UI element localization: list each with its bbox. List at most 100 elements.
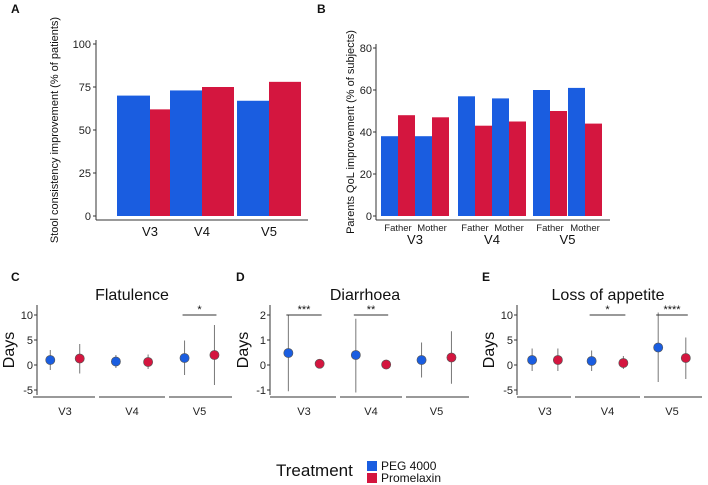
x-category-label: V5: [193, 406, 206, 418]
y-tick-label: -5: [503, 385, 513, 397]
panel-d: D Diarrhoea -1 0 1 2 Days V3 *** V4 ** V5: [235, 270, 469, 418]
x-subcategory-label: Mother: [570, 223, 600, 234]
significance-label: *: [197, 304, 202, 316]
x-category-label: V4: [364, 406, 377, 418]
y-tick-label: 0: [366, 211, 372, 223]
y-tick-label: 0: [507, 360, 513, 372]
y-axis-title: Days: [481, 332, 498, 368]
bar-v5-promelaxin: [269, 81, 301, 216]
y-tick-label: 5: [27, 335, 33, 347]
point-v4-peg: [350, 350, 361, 360]
panel-label: C: [11, 270, 20, 284]
y-tick-label: 40: [360, 127, 372, 139]
x-category-label: V3: [407, 232, 423, 247]
point-v4-promelaxin: [618, 358, 629, 368]
bar-v4-mother-promelaxin: [509, 121, 526, 216]
point-v3-promelaxin: [314, 358, 325, 369]
bar-v5-peg: [237, 100, 269, 216]
bar-v5-mother-promelaxin: [585, 123, 602, 216]
y-tick-label: 1: [260, 335, 266, 347]
panel-label: E: [482, 270, 490, 284]
y-tick-label: 100: [73, 39, 91, 51]
y-tick-label: -5: [23, 385, 33, 397]
y-tick-label: 0: [260, 360, 266, 372]
x-category-label: V5: [430, 406, 443, 418]
legend-label-promelaxin: Promelaxin: [381, 471, 441, 485]
significance-label: *: [605, 304, 610, 316]
x-category-label: V4: [484, 232, 500, 247]
bar-v3-father-promelaxin: [398, 115, 415, 216]
y-tick-label: -1: [256, 385, 266, 397]
legend: Treatment PEG 4000 Promelaxin: [276, 459, 441, 485]
panel-label: A: [11, 2, 20, 16]
point-v4-peg: [111, 356, 121, 367]
y-tick-label: 50: [79, 125, 91, 137]
significance-label: **: [367, 304, 376, 316]
x-subcategory-label: Mother: [494, 223, 524, 234]
panel-title: Loss of appetite: [552, 287, 665, 304]
y-tick-label: 80: [360, 43, 372, 55]
point-v4-peg: [586, 356, 597, 366]
point-v5-promelaxin: [209, 350, 220, 360]
y-tick-label: 60: [360, 85, 372, 97]
panel-title: Flatulence: [95, 287, 169, 304]
bar-v3-peg: [117, 95, 150, 216]
legend-title: Treatment: [276, 461, 353, 480]
significance-label: ***: [298, 304, 312, 316]
x-category-label: V3: [142, 224, 158, 239]
point-v3-peg: [45, 355, 56, 365]
point-v5-promelaxin: [680, 353, 691, 363]
bar-v4-father-peg: [458, 96, 475, 216]
y-tick-label: 10: [501, 310, 513, 322]
y-tick-label: 2: [260, 310, 266, 322]
point-v4-promelaxin: [381, 359, 392, 370]
bar-v4-mother-peg: [492, 98, 509, 216]
x-category-label: V3: [297, 406, 310, 418]
y-axis-title: Days: [235, 332, 252, 368]
legend-label-peg: PEG 4000: [381, 459, 437, 473]
y-axis-title: Parents QoL improvement (% of subjects): [345, 30, 357, 234]
bar-v4-father-promelaxin: [475, 125, 492, 216]
x-subcategory-label: Father: [536, 223, 563, 234]
point-v5-peg: [179, 353, 190, 363]
y-tick-label: 25: [79, 168, 91, 180]
panel-title: Diarrhoea: [330, 287, 400, 304]
bar-v3-mother-promelaxin: [432, 117, 449, 216]
y-tick-label: 75: [79, 82, 91, 94]
legend-swatch-promelaxin: [367, 473, 377, 483]
point-v3-peg: [527, 355, 538, 365]
y-tick-label: 0: [27, 360, 33, 372]
point-v3-promelaxin: [74, 353, 85, 364]
significance-label: ****: [663, 304, 681, 316]
x-category-label: V4: [125, 406, 138, 418]
x-category-label: V5: [261, 224, 277, 239]
y-axis-title: Stool consistency improvement (% of pati…: [49, 17, 61, 243]
x-category-label: V3: [538, 406, 551, 418]
point-v5-promelaxin: [446, 352, 457, 363]
bar-v5-father-peg: [533, 90, 550, 216]
bar-v3-father-peg: [381, 136, 398, 216]
panel-a: A 0 25 50 75 100 Stool consistency improvement…: [11, 2, 308, 243]
point-v4-promelaxin: [143, 357, 153, 367]
point-v5-peg: [653, 342, 664, 353]
y-tick-label: 20: [360, 169, 372, 181]
x-category-label: V4: [601, 406, 614, 418]
x-category-label: V4: [194, 224, 210, 239]
x-subcategory-label: Father: [384, 223, 411, 234]
x-subcategory-label: Father: [461, 223, 488, 234]
bar-v3-mother-peg: [415, 136, 432, 216]
bar-v4-peg: [170, 90, 202, 216]
y-tick-label: 10: [21, 310, 33, 322]
y-axis-title: Days: [1, 332, 18, 368]
x-category-label: V5: [560, 232, 576, 247]
y-tick-label: 0: [85, 211, 91, 223]
y-tick-label: 5: [507, 335, 513, 347]
x-subcategory-label: Mother: [417, 223, 447, 234]
panel-label: D: [236, 270, 245, 284]
bar-v5-father-promelaxin: [550, 111, 567, 216]
